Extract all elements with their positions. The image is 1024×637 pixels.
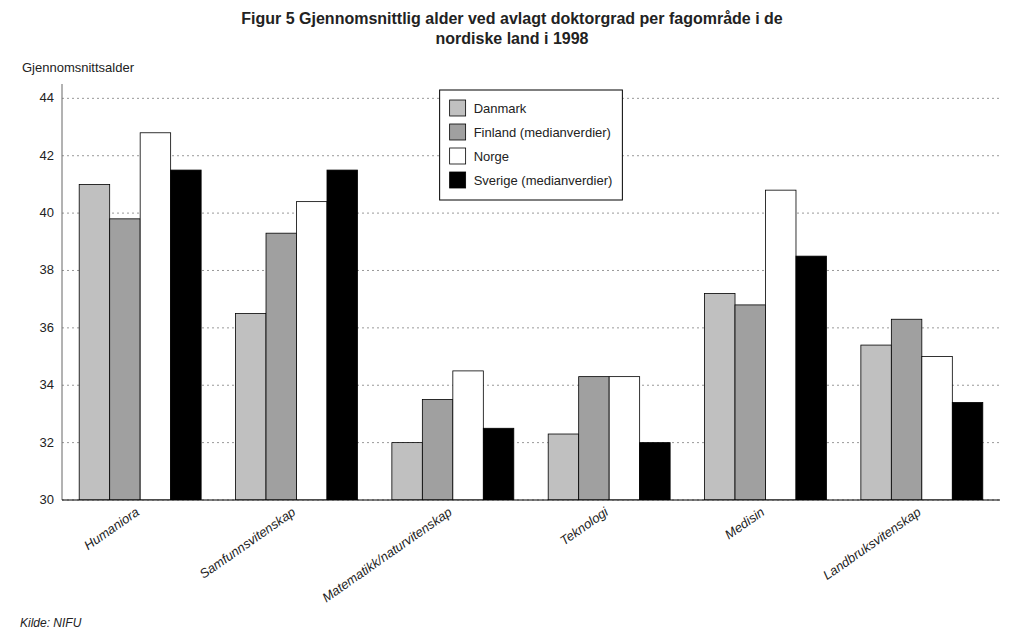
legend-swatch (450, 124, 466, 140)
bar (735, 305, 765, 500)
legend-swatch (450, 172, 466, 188)
x-tick-label: Samfunnsvitenskap (197, 504, 299, 581)
bar (483, 428, 513, 500)
grid-line (62, 270, 1000, 271)
y-tick-label: 40 (40, 205, 54, 220)
x-axis-line (62, 500, 1000, 501)
bar (922, 357, 952, 500)
bar (266, 233, 296, 500)
y-tick-label: 44 (40, 90, 54, 105)
bars (79, 133, 983, 500)
source-note: Kilde: NIFU (20, 616, 82, 630)
legend-swatch (450, 100, 466, 116)
chart-container: Figur 5 Gjennomsnittlig alder ved avlagt… (0, 0, 1024, 637)
bar (453, 371, 483, 500)
x-tick-label: Teknologi (557, 504, 612, 549)
legend-label: Norge (474, 149, 509, 164)
legend-label: Finland (medianverdier) (474, 125, 611, 140)
bar (796, 256, 826, 500)
grid-line (62, 442, 1000, 443)
bar (297, 202, 327, 500)
y-axis-line (62, 84, 63, 500)
bar (327, 170, 357, 500)
bar (140, 133, 170, 500)
legend-swatch (450, 148, 466, 164)
legend-label: Danmark (474, 101, 527, 116)
legend-frame (440, 90, 623, 200)
bar (79, 184, 109, 500)
grid-line (62, 500, 1000, 501)
bar (952, 402, 982, 500)
bar (609, 377, 639, 500)
y-axis-label: Gjennomsnittsalder (22, 60, 135, 75)
bar (861, 345, 891, 500)
bar (640, 443, 670, 500)
bar (891, 319, 921, 500)
bar (392, 443, 422, 500)
y-tick-label: 42 (40, 148, 54, 163)
grid-line (62, 327, 1000, 328)
chart-svg: Figur 5 Gjennomsnittlig alder ved avlagt… (0, 0, 1024, 637)
x-tick-label: Matematikk/naturvitenskap (319, 504, 454, 605)
grid-line (62, 213, 1000, 214)
x-tick-label: Landbruksvitenskap (820, 504, 923, 583)
bar (171, 170, 201, 500)
legend: Danmark Finland (medianverdier) Norge Sveri… (440, 90, 623, 200)
bar (110, 219, 140, 500)
bar (236, 314, 266, 500)
y-tick-label: 36 (40, 320, 54, 335)
y-tick-label: 30 (40, 492, 54, 507)
bar (422, 400, 452, 500)
bar (548, 434, 578, 500)
bar (705, 293, 735, 500)
x-tick-label: Humaniora (81, 504, 142, 553)
bar (766, 190, 796, 500)
x-tick-label: Medisin (722, 504, 767, 542)
legend-label: Sverige (medianverdier) (474, 173, 613, 188)
y-tick-label: 32 (40, 435, 54, 450)
y-tick-label: 38 (40, 262, 54, 277)
bar (579, 377, 609, 500)
y-tick-label: 34 (40, 377, 54, 392)
title: Figur 5 Gjennomsnittlig alder ved avlagt… (241, 10, 783, 47)
grid-line (62, 385, 1000, 386)
